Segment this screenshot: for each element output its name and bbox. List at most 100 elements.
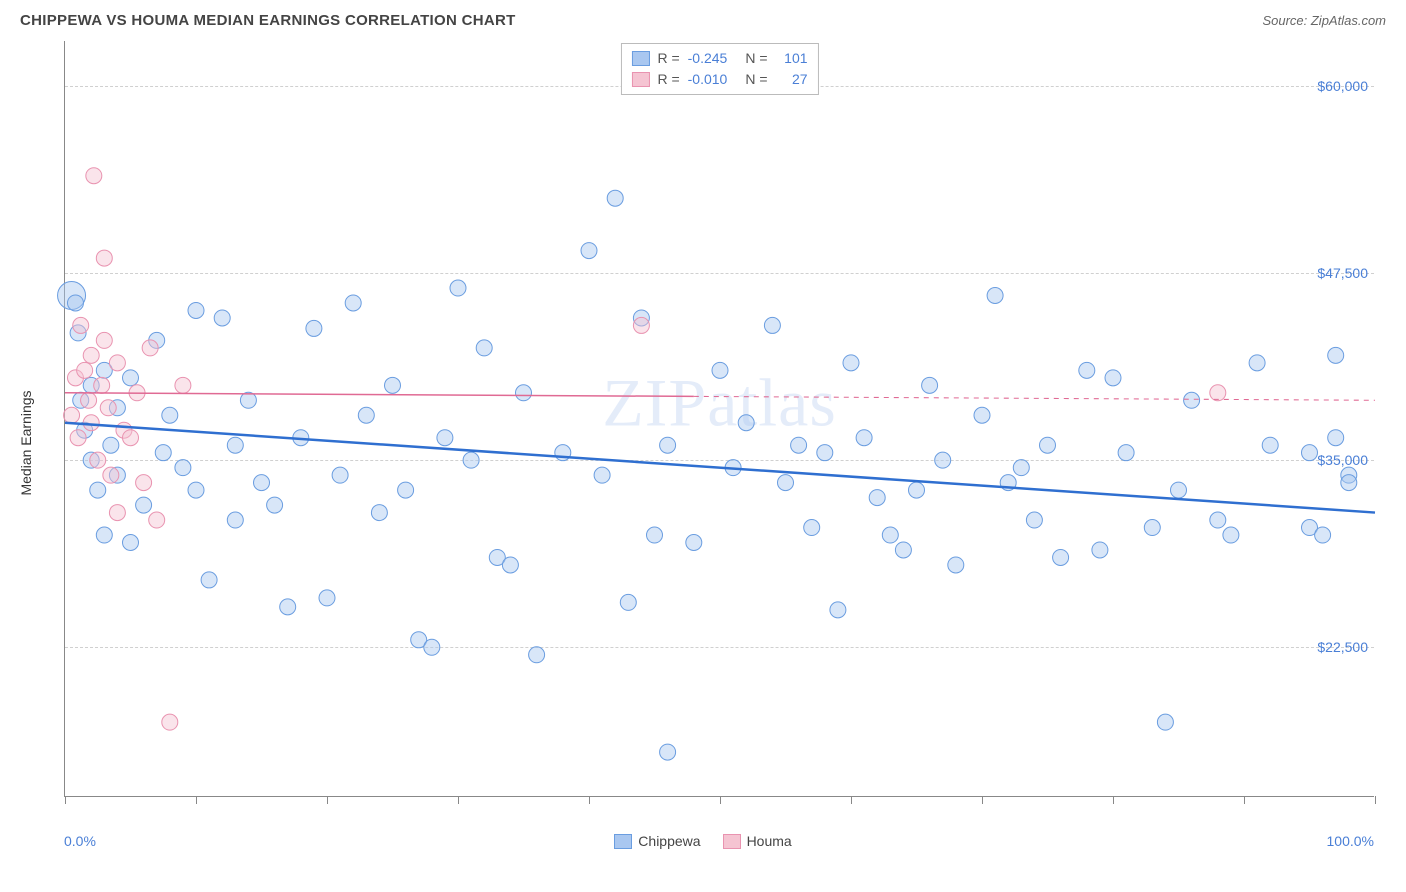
- data-point: [371, 505, 387, 521]
- chart-container: Median Earnings $22,500$35,000$47,500$60…: [20, 33, 1386, 853]
- data-point: [738, 415, 754, 431]
- series-swatch: [631, 51, 649, 66]
- y-axis-title: Median Earnings: [18, 390, 34, 495]
- data-point: [1210, 512, 1226, 528]
- data-point: [1092, 542, 1108, 558]
- data-point: [162, 407, 178, 423]
- legend-item: Chippewa: [614, 833, 700, 849]
- data-point: [358, 407, 374, 423]
- data-point: [81, 392, 97, 408]
- x-tick: [458, 796, 459, 804]
- data-point: [882, 527, 898, 543]
- data-point: [1223, 527, 1239, 543]
- data-point: [1210, 385, 1226, 401]
- trend-line: [65, 393, 694, 397]
- data-point: [1262, 437, 1278, 453]
- data-point: [136, 475, 152, 491]
- data-point: [1026, 512, 1042, 528]
- data-point: [1105, 370, 1121, 386]
- data-point: [1053, 549, 1069, 565]
- data-point: [175, 460, 191, 476]
- data-point: [660, 744, 676, 760]
- stats-row: R =-0.245N =101: [631, 48, 807, 69]
- data-point: [1013, 460, 1029, 476]
- data-point: [817, 445, 833, 461]
- data-point: [1315, 527, 1331, 543]
- data-point: [987, 287, 1003, 303]
- data-point: [280, 599, 296, 615]
- stat-label-n: N =: [745, 48, 767, 69]
- legend-label: Houma: [747, 833, 792, 849]
- data-point: [660, 437, 676, 453]
- data-point: [712, 362, 728, 378]
- x-tick: [1244, 796, 1245, 804]
- data-point: [123, 535, 139, 551]
- data-point: [306, 320, 322, 336]
- data-point: [647, 527, 663, 543]
- data-point: [1184, 392, 1200, 408]
- data-point: [188, 482, 204, 498]
- data-point: [974, 407, 990, 423]
- series-swatch: [631, 72, 649, 87]
- stat-value-r: -0.245: [688, 48, 728, 69]
- data-point: [67, 295, 83, 311]
- data-point: [869, 490, 885, 506]
- data-point: [201, 572, 217, 588]
- data-point: [90, 452, 106, 468]
- data-point: [214, 310, 230, 326]
- data-point: [103, 467, 119, 483]
- data-point: [267, 497, 283, 513]
- legend-swatch: [614, 834, 632, 849]
- stat-label-r: R =: [657, 48, 679, 69]
- x-tick: [196, 796, 197, 804]
- data-point: [791, 437, 807, 453]
- x-tick: [589, 796, 590, 804]
- data-point: [1302, 445, 1318, 461]
- legend-label: Chippewa: [638, 833, 700, 849]
- x-tick: [327, 796, 328, 804]
- data-point: [155, 445, 171, 461]
- legend-swatch: [723, 834, 741, 849]
- data-point: [1341, 475, 1357, 491]
- data-point: [764, 317, 780, 333]
- data-point: [109, 505, 125, 521]
- data-point: [594, 467, 610, 483]
- legend-item: Houma: [723, 833, 792, 849]
- data-point: [109, 355, 125, 371]
- data-point: [162, 714, 178, 730]
- data-point: [778, 475, 794, 491]
- data-point: [123, 430, 139, 446]
- data-point: [1079, 362, 1095, 378]
- data-point: [620, 594, 636, 610]
- data-point: [96, 250, 112, 266]
- data-point: [86, 168, 102, 184]
- plot-area: $22,500$35,000$47,500$60,000 ZIPatlas R …: [64, 41, 1374, 797]
- data-point: [502, 557, 518, 573]
- data-point: [149, 512, 165, 528]
- data-point: [516, 385, 532, 401]
- data-point: [686, 535, 702, 551]
- data-point: [70, 430, 86, 446]
- data-point: [227, 512, 243, 528]
- data-point: [935, 452, 951, 468]
- stat-value-r: -0.010: [688, 69, 728, 90]
- x-tick: [851, 796, 852, 804]
- data-point: [345, 295, 361, 311]
- x-tick: [982, 796, 983, 804]
- data-point: [1328, 430, 1344, 446]
- stat-label-n: N =: [745, 69, 767, 90]
- data-point: [1118, 445, 1134, 461]
- data-point: [83, 347, 99, 363]
- data-point: [804, 520, 820, 536]
- data-point: [909, 482, 925, 498]
- data-point: [1144, 520, 1160, 536]
- data-point: [633, 317, 649, 333]
- data-point: [94, 377, 110, 393]
- data-point: [332, 467, 348, 483]
- source-attribution: Source: ZipAtlas.com: [1262, 13, 1386, 28]
- data-point: [100, 400, 116, 416]
- data-point: [529, 647, 545, 663]
- data-point: [948, 557, 964, 573]
- data-point: [607, 190, 623, 206]
- data-point: [581, 243, 597, 259]
